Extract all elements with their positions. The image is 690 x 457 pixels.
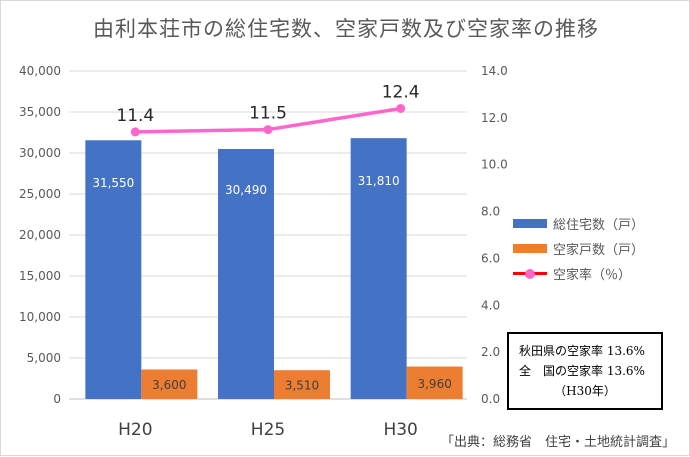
bar-vacant-houses xyxy=(274,370,330,399)
legend-label-vacancy-rate: 空家率（％） xyxy=(553,268,632,283)
point-vacancy-rate xyxy=(130,127,140,137)
y-left-tick-label: 20,000 xyxy=(19,228,61,242)
x-tick-label: H20 xyxy=(118,420,152,440)
source-note: 「出典：総務省 住宅・土地統計調査」 xyxy=(440,435,675,450)
legend-label-vacant-houses: 空家戸数（戸） xyxy=(553,243,645,258)
y-left-tick-label: 30,000 xyxy=(19,146,61,160)
bar-vacant-houses xyxy=(141,369,198,399)
y-left-tick-label: 0 xyxy=(53,392,61,406)
note-national-rate: 全 国の空家率 13.6% xyxy=(519,364,645,378)
y-right-tick-label: 8.0 xyxy=(481,205,500,219)
y-left-tick-label: 35,000 xyxy=(19,105,61,119)
y-right-tick-label: 6.0 xyxy=(481,251,500,265)
bar-total-housing xyxy=(85,140,142,400)
data-label-vacancy-rate: 11.5 xyxy=(249,104,287,124)
y-left-tick-label: 25,000 xyxy=(19,187,61,201)
y-left-tick-label: 15,000 xyxy=(19,269,61,283)
y-right-tick-label: 4.0 xyxy=(481,298,500,312)
y-right-tick-label: 10.0 xyxy=(481,158,508,172)
x-tick-label: H25 xyxy=(251,420,285,440)
y-right-tick-label: 14.0 xyxy=(481,64,508,78)
bar-total-housing xyxy=(350,138,407,399)
note-akita-rate: 秋田県の空家率 13.6% xyxy=(519,344,645,358)
chart-legend: 総住宅数（戸） 空家戸数（戸） 空家率（％） xyxy=(513,211,644,286)
y-right-tick-label: 12.0 xyxy=(481,111,508,125)
bar-vacant-houses xyxy=(406,366,463,399)
data-label-vacancy-rate: 12.4 xyxy=(382,82,420,102)
data-label-vacant-houses: 3,960 xyxy=(417,377,451,391)
note-year: （H30年） xyxy=(554,384,616,398)
point-vacancy-rate xyxy=(396,103,406,113)
bar-total-housing xyxy=(218,148,274,399)
legend-label-total-housing: 総住宅数（戸） xyxy=(553,218,645,233)
legend-item-vacant-houses: 空家戸数（戸） xyxy=(513,236,644,261)
point-vacancy-rate xyxy=(263,125,273,135)
data-label-total-housing: 31,550 xyxy=(92,176,134,190)
legend-swatch-vacancy-rate xyxy=(513,268,547,279)
y-right-tick-label: 0.0 xyxy=(481,392,500,406)
y-left-tick-label: 5,000 xyxy=(27,351,61,365)
y-left-tick-label: 40,000 xyxy=(19,64,61,78)
data-label-vacant-houses: 3,600 xyxy=(152,378,186,392)
data-label-total-housing: 31,810 xyxy=(358,174,400,188)
chart-title: 由利本荘市の総住宅数、空家戸数及び空家率の推移 xyxy=(93,17,599,41)
legend-swatch-vacant-houses xyxy=(513,244,547,253)
legend-item-total-housing: 総住宅数（戸） xyxy=(513,211,644,236)
legend-item-vacancy-rate: 空家率（％） xyxy=(513,261,644,286)
x-tick-label: H30 xyxy=(383,420,417,440)
data-label-vacant-houses: 3,510 xyxy=(285,379,319,393)
data-label-vacancy-rate: 11.4 xyxy=(116,106,154,126)
y-left-tick-label: 10,000 xyxy=(19,310,61,324)
vacancy-rate-note-box: 秋田県の空家率 13.6% 全 国の空家率 13.6% （H30年） xyxy=(507,332,663,410)
legend-swatch-total-housing xyxy=(513,219,547,228)
y-right-tick-label: 2.0 xyxy=(481,345,500,359)
data-label-total-housing: 30,490 xyxy=(225,183,267,197)
